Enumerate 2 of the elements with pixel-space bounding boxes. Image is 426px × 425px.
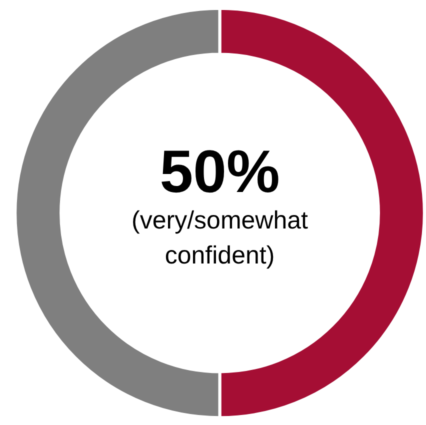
text: 50% [160, 138, 280, 205]
text: (very/somewhat confident) [132, 206, 308, 270]
